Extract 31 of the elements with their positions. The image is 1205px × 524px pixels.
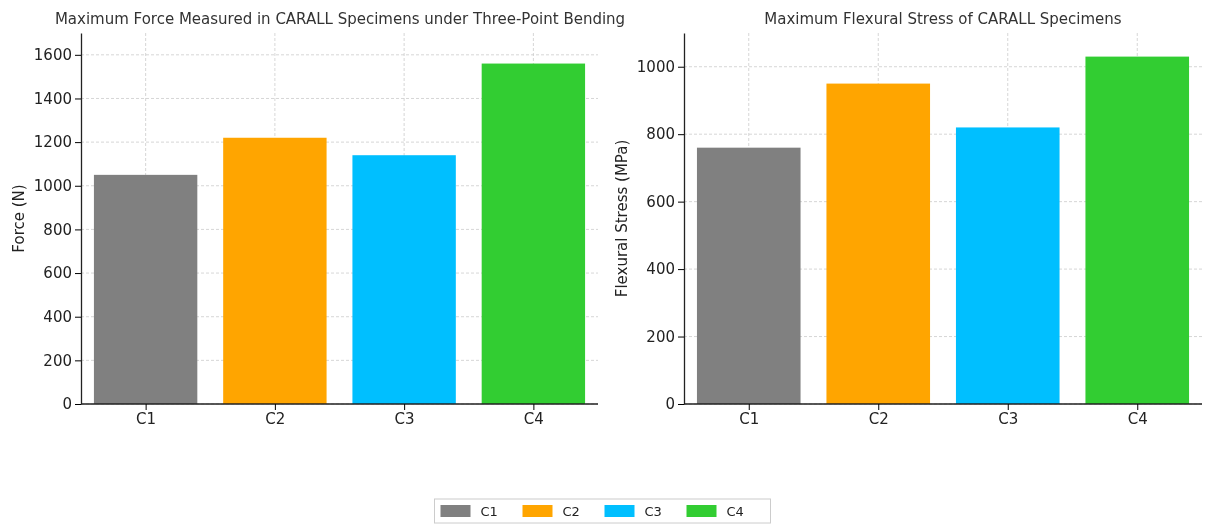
y-tick-label: 1200 xyxy=(33,133,72,152)
y-tick-label: 600 xyxy=(646,192,675,211)
y-tick-label: 0 xyxy=(665,395,675,414)
y-tick-label: 200 xyxy=(646,327,675,346)
x-tick-label: C4 xyxy=(523,409,544,428)
y-tick-label: 1600 xyxy=(33,46,72,65)
chart-title: Maximum Flexural Stress of CARALL Specimens xyxy=(764,10,1122,28)
y-tick-label: 800 xyxy=(43,220,72,239)
x-tick-label: C3 xyxy=(394,409,415,428)
y-tick-label: 600 xyxy=(43,264,72,283)
y-axis-title: Flexural Stress (MPa) xyxy=(613,139,631,298)
legend-label: C2 xyxy=(562,504,580,519)
y-tick-label: 1000 xyxy=(636,58,675,77)
x-tick-label: C2 xyxy=(265,409,286,428)
x-tick-label: C1 xyxy=(136,409,157,428)
y-tick-label: 400 xyxy=(646,260,675,279)
x-tick-label: C3 xyxy=(998,409,1019,428)
y-tick-label: 1400 xyxy=(33,89,72,108)
y-tick-label: 1000 xyxy=(33,177,72,196)
chart-title: Maximum Force Measured in CARALL Specimens under Three-Point Bending xyxy=(54,10,626,28)
legend-label: C1 xyxy=(480,504,498,519)
legend-label: C4 xyxy=(726,504,744,519)
y-axis-title: Force (N) xyxy=(10,184,28,253)
legend-label: C3 xyxy=(644,504,662,519)
y-tick-label: 400 xyxy=(43,308,72,327)
y-tick-label: 200 xyxy=(43,351,72,370)
y-tick-label: 0 xyxy=(62,395,72,414)
x-tick-label: C1 xyxy=(739,409,760,428)
x-tick-label: C2 xyxy=(868,409,889,428)
x-tick-label: C4 xyxy=(1127,409,1148,428)
y-tick-label: 800 xyxy=(646,125,675,144)
